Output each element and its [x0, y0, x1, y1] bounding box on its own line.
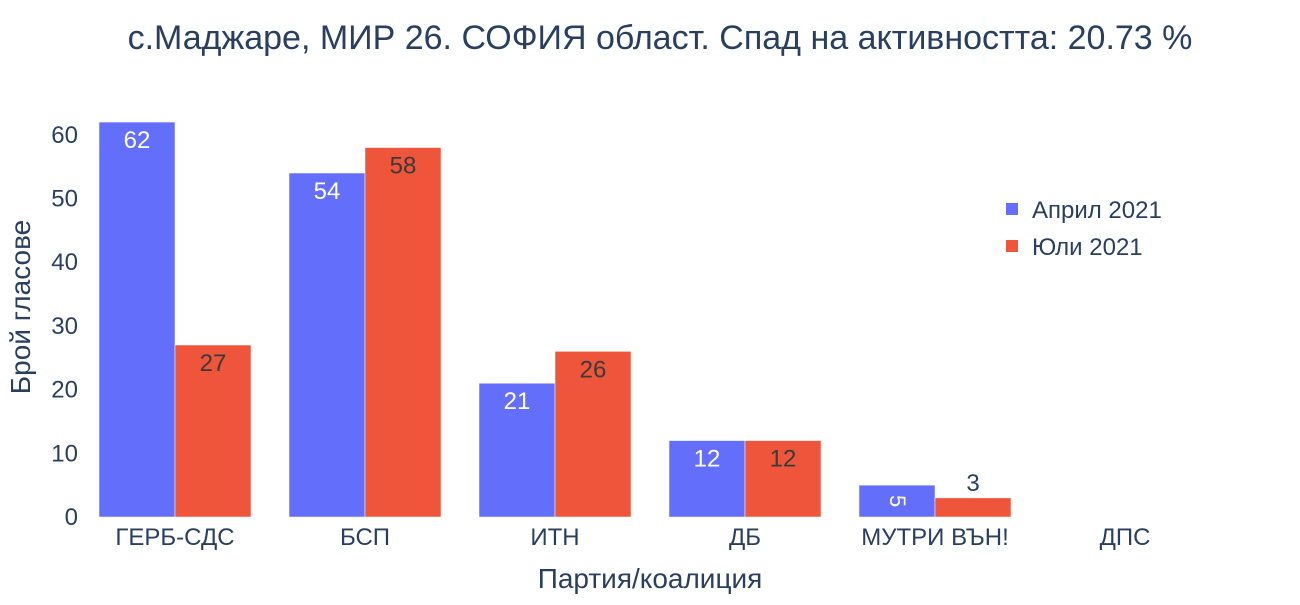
- x-tick-label: ГЕРБ-СДС: [115, 524, 234, 551]
- bar-value-label: 21: [504, 388, 531, 415]
- x-axis-label: Партия/коалиция: [538, 563, 763, 594]
- bar-value-label: 5: [885, 495, 910, 507]
- x-tick-label: ИТН: [530, 524, 579, 551]
- bar-value-label: 12: [770, 446, 797, 473]
- y-tick-label: 60: [51, 122, 78, 149]
- legend-swatch: [1006, 203, 1018, 215]
- bar: [554, 351, 632, 518]
- bar: [174, 344, 252, 518]
- y-axis-label: Брой гласове: [5, 220, 36, 394]
- bar-value-label: 3: [966, 470, 979, 497]
- x-tick-label: ДПС: [1100, 524, 1151, 551]
- bar-value-label: 26: [580, 356, 607, 383]
- bar: [478, 382, 556, 518]
- bar-value-label: 12: [694, 446, 721, 473]
- bar: [858, 484, 936, 518]
- bar: [934, 497, 1012, 518]
- x-tick-label: БСП: [340, 524, 390, 551]
- y-tick-label: 10: [51, 440, 78, 467]
- bar: [1124, 516, 1202, 518]
- bar: [744, 440, 822, 518]
- bar: [288, 172, 366, 518]
- x-tick-label: ДБ: [729, 524, 761, 551]
- plot-area: 0 10 20 30 40 50 60 ГЕРБ-СДС 62 27 БСП 54 58 ИТН 21 26 Д…: [51, 121, 1202, 551]
- bar: [1048, 516, 1126, 518]
- legend-label: Юли 2021: [1032, 234, 1143, 261]
- bar-value-label: 27: [200, 350, 227, 377]
- y-tick-label: 40: [51, 249, 78, 276]
- x-tick-label: МУТРИ ВЪН!: [861, 524, 1008, 551]
- chart-title: с.Маджаре, МИР 26. СОФИЯ област. Спад на…: [128, 19, 1193, 57]
- bar-value-label: 58: [390, 153, 417, 180]
- y-tick-label: 30: [51, 313, 78, 340]
- legend: Април 2021 Юли 2021: [1006, 197, 1162, 261]
- bar-value-label: 62: [124, 127, 151, 154]
- legend-swatch: [1006, 240, 1018, 252]
- bar: [98, 121, 176, 518]
- y-tick-label: 50: [51, 186, 78, 213]
- bar: [668, 440, 746, 518]
- y-tick-label: 20: [51, 377, 78, 404]
- y-tick-label: 0: [65, 504, 78, 531]
- legend-label: Април 2021: [1032, 197, 1162, 224]
- bar: [364, 147, 442, 518]
- bar-value-label: 54: [314, 178, 341, 205]
